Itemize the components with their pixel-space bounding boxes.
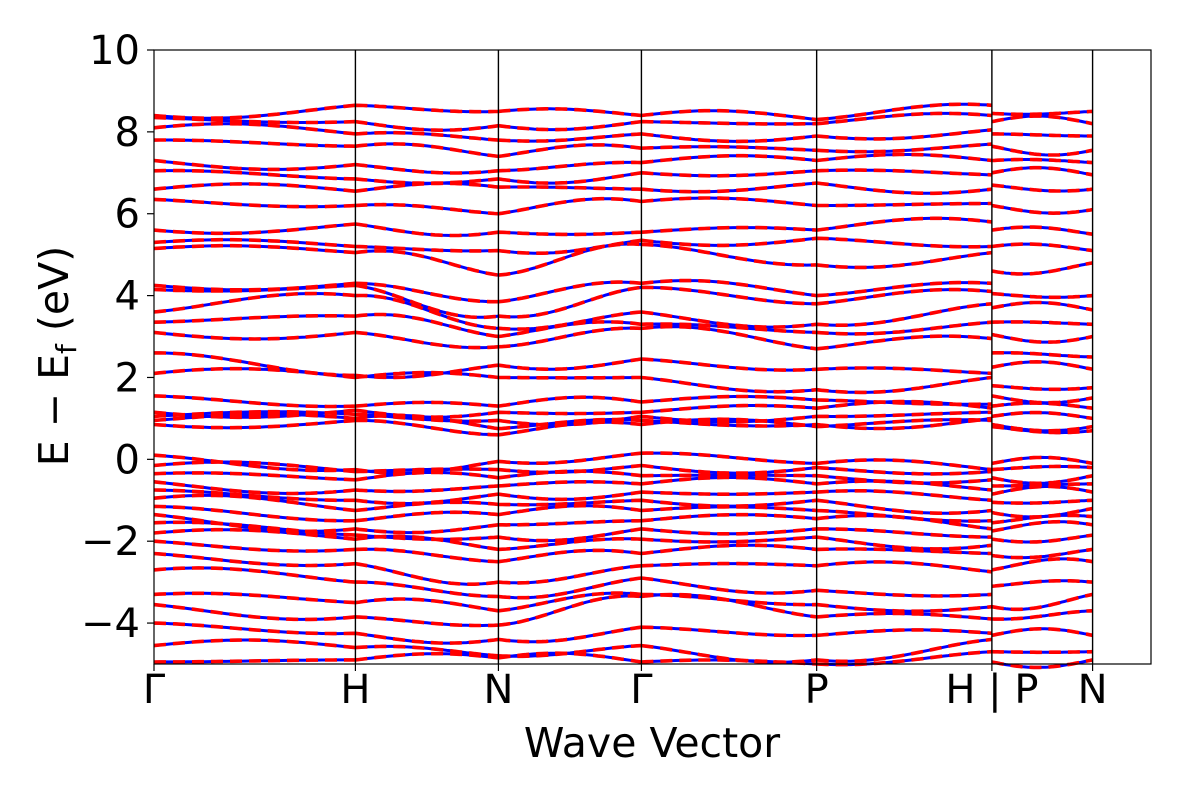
band-line-red xyxy=(153,399,1093,420)
band-line-red xyxy=(153,165,1093,185)
band-line-red xyxy=(153,242,1093,277)
x-tick-label: N xyxy=(483,667,513,713)
band-line-red xyxy=(153,291,1093,331)
x-axis-label: Wave Vector xyxy=(524,719,780,767)
x-tick-label: N xyxy=(1078,667,1108,713)
band-line-red xyxy=(153,196,1093,216)
y-axis-label-unit: (eV) xyxy=(30,246,78,344)
band-line-red xyxy=(153,412,1093,433)
band-line-red xyxy=(153,394,1093,409)
y-tick-label: −2 xyxy=(81,519,140,565)
y-tick-label: 10 xyxy=(89,28,140,74)
x-tick-label: P xyxy=(805,667,829,713)
band-line-red xyxy=(153,637,1093,664)
y-axis-label-main: E − E xyxy=(30,354,78,466)
x-tick-label: H | P xyxy=(945,667,1038,713)
band-line-blue xyxy=(153,325,1093,359)
y-tick-label: 2 xyxy=(115,355,140,401)
band-line-red xyxy=(153,649,1093,670)
band-line-red xyxy=(154,351,1093,380)
bands-spin-down-red xyxy=(153,102,1093,670)
band-line-red xyxy=(153,138,1093,159)
x-tick-label: Γ xyxy=(143,667,166,713)
x-axis-ticks: Γ H N Γ P H | P N xyxy=(143,664,1108,713)
band-line-red xyxy=(153,324,1093,359)
band-line-blue xyxy=(154,351,1093,379)
y-tick-label: 4 xyxy=(115,274,140,320)
y-axis-label: E − Ef (eV) xyxy=(30,246,83,466)
band-line-red xyxy=(153,592,1093,628)
band-line-red xyxy=(153,551,1093,586)
band-line-red xyxy=(153,102,1093,122)
band-line-red xyxy=(153,460,1093,476)
y-tick-label: 6 xyxy=(115,192,140,238)
band-line-red xyxy=(153,566,1093,600)
band-line-red xyxy=(153,484,1093,506)
plot-frame xyxy=(153,49,1152,665)
band-line-red xyxy=(153,121,1093,144)
y-tick-label: 0 xyxy=(115,437,140,483)
band-line-red xyxy=(153,469,1093,486)
y-axis-label-subscript: f xyxy=(50,343,83,354)
band-line-red xyxy=(153,527,1093,552)
y-axis-ticks: −4 −2 0 2 4 6 8 10 xyxy=(81,28,154,647)
band-line-red xyxy=(153,539,1093,564)
band-line-red xyxy=(153,278,1093,304)
band-line-red xyxy=(153,621,1093,645)
band-line-red xyxy=(153,591,1093,613)
x-tick-label: Γ xyxy=(630,667,653,713)
band-line-red xyxy=(153,152,1093,175)
band-line-red xyxy=(153,312,1093,344)
band-line-red xyxy=(153,512,1093,535)
x-tick-label: H xyxy=(340,667,370,713)
band-line-red xyxy=(153,417,1093,437)
band-line-red xyxy=(153,181,1093,196)
band-line-red xyxy=(153,409,1093,427)
band-line-red xyxy=(153,451,1093,475)
band-line-red xyxy=(153,366,1093,395)
band-line-red xyxy=(153,475,1093,496)
band-line-red xyxy=(153,236,1093,255)
band-line-red xyxy=(153,111,1093,132)
band-line-red xyxy=(153,216,1093,238)
band-line-red xyxy=(153,493,1093,515)
y-tick-label: −4 xyxy=(81,601,140,647)
y-tick-label: 8 xyxy=(115,110,140,156)
high-symmetry-lines xyxy=(354,50,1094,664)
